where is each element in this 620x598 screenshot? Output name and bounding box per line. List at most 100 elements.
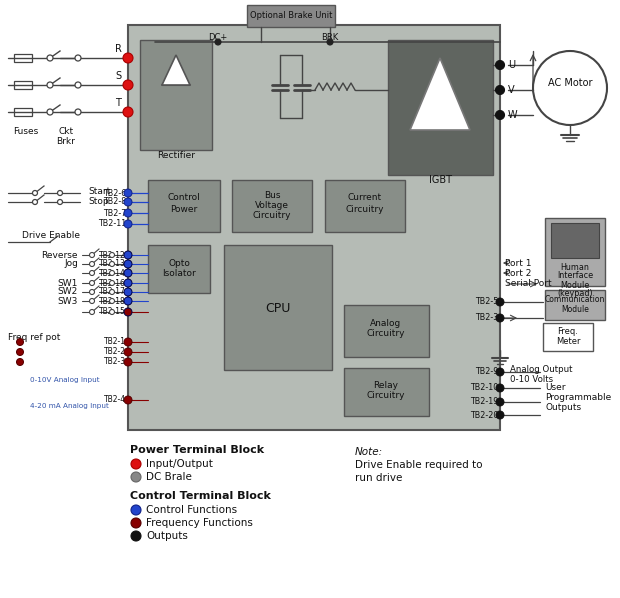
Text: Outputs: Outputs (146, 531, 188, 541)
Circle shape (89, 252, 94, 258)
Text: Module: Module (561, 306, 589, 315)
Circle shape (124, 358, 132, 366)
Text: Meter: Meter (556, 337, 580, 346)
Circle shape (495, 111, 505, 120)
Circle shape (89, 310, 94, 315)
Circle shape (496, 298, 504, 306)
Text: Control Terminal Block: Control Terminal Block (130, 491, 271, 501)
Text: DC+: DC+ (208, 32, 228, 41)
Text: TB2-3: TB2-3 (104, 358, 126, 367)
Text: (keypad): (keypad) (557, 289, 593, 298)
Text: TB2-6: TB2-6 (103, 188, 126, 197)
Text: TB2-8: TB2-8 (103, 197, 126, 206)
Circle shape (124, 297, 132, 305)
Text: Circuitry: Circuitry (367, 328, 405, 337)
Circle shape (496, 411, 504, 419)
Text: CPU: CPU (265, 301, 291, 315)
Text: User: User (545, 383, 565, 392)
Text: Drive Enable required to: Drive Enable required to (355, 460, 482, 470)
Circle shape (495, 60, 505, 69)
Bar (148, 180, 220, 232)
Bar (14, 54, 32, 62)
Circle shape (110, 270, 115, 276)
Text: Serial Port: Serial Port (505, 279, 552, 288)
Bar (232, 180, 312, 232)
Text: SW3: SW3 (58, 297, 78, 306)
Text: TB2-2: TB2-2 (104, 347, 126, 356)
Circle shape (89, 270, 94, 276)
Text: Fuses: Fuses (14, 127, 38, 136)
Bar (543, 323, 593, 351)
Text: R: R (115, 44, 122, 54)
Polygon shape (162, 55, 190, 85)
Circle shape (131, 459, 141, 469)
Circle shape (58, 191, 63, 196)
Circle shape (110, 289, 115, 294)
Text: Note:: Note: (355, 447, 383, 457)
Text: Circuitry: Circuitry (253, 210, 291, 219)
Text: Analog: Analog (370, 319, 402, 328)
Circle shape (89, 289, 94, 294)
Circle shape (124, 189, 132, 197)
Text: TB2-1: TB2-1 (104, 337, 126, 346)
Text: Reverse: Reverse (42, 251, 78, 260)
Text: T: T (115, 98, 121, 108)
Bar (247, 5, 335, 27)
Text: IGBT: IGBT (428, 175, 451, 185)
Circle shape (215, 39, 221, 45)
Text: run drive: run drive (355, 473, 402, 483)
Bar (344, 368, 429, 416)
Circle shape (75, 55, 81, 61)
Bar (128, 25, 500, 430)
Circle shape (47, 109, 53, 115)
Text: TB2-18: TB2-18 (99, 297, 126, 306)
Circle shape (32, 200, 37, 205)
Text: TB2-14: TB2-14 (99, 269, 126, 277)
Circle shape (89, 298, 94, 304)
Circle shape (124, 288, 132, 296)
Text: SW2: SW2 (58, 288, 78, 297)
Circle shape (110, 280, 115, 285)
Circle shape (75, 109, 81, 115)
Circle shape (123, 107, 133, 117)
Bar (224, 245, 332, 370)
Text: BRK: BRK (321, 32, 339, 41)
Circle shape (124, 269, 132, 277)
Circle shape (17, 338, 24, 346)
Circle shape (47, 55, 53, 61)
Text: TB2-13: TB2-13 (99, 260, 126, 269)
Text: Voltage: Voltage (255, 200, 289, 209)
Circle shape (123, 80, 133, 90)
Circle shape (131, 531, 141, 541)
Circle shape (131, 505, 141, 515)
Circle shape (124, 396, 132, 404)
Bar (14, 81, 32, 89)
Circle shape (131, 518, 141, 528)
Circle shape (17, 349, 24, 355)
Text: Ckt: Ckt (58, 127, 74, 136)
Circle shape (110, 252, 115, 258)
Text: TB2-5: TB2-5 (475, 297, 498, 307)
Bar (140, 40, 212, 150)
Circle shape (124, 220, 132, 228)
Circle shape (124, 348, 132, 356)
Text: 4-20 mA Analog Input: 4-20 mA Analog Input (30, 403, 109, 409)
Text: V: V (508, 85, 515, 95)
Text: TB2-10: TB2-10 (470, 383, 498, 392)
Circle shape (124, 279, 132, 287)
Circle shape (124, 308, 132, 316)
Bar (545, 218, 605, 286)
Circle shape (32, 191, 37, 196)
Text: Input/Output: Input/Output (146, 459, 213, 469)
Circle shape (131, 472, 141, 482)
Text: TB2-20: TB2-20 (469, 410, 498, 420)
Bar (551, 223, 599, 258)
Text: 0-10 Volts: 0-10 Volts (510, 376, 553, 385)
Circle shape (495, 86, 505, 94)
Circle shape (124, 251, 132, 259)
Text: Power Terminal Block: Power Terminal Block (130, 445, 264, 455)
Text: Drive Enable: Drive Enable (22, 231, 80, 240)
Text: Current: Current (348, 194, 382, 203)
Circle shape (496, 314, 504, 322)
Circle shape (496, 384, 504, 392)
